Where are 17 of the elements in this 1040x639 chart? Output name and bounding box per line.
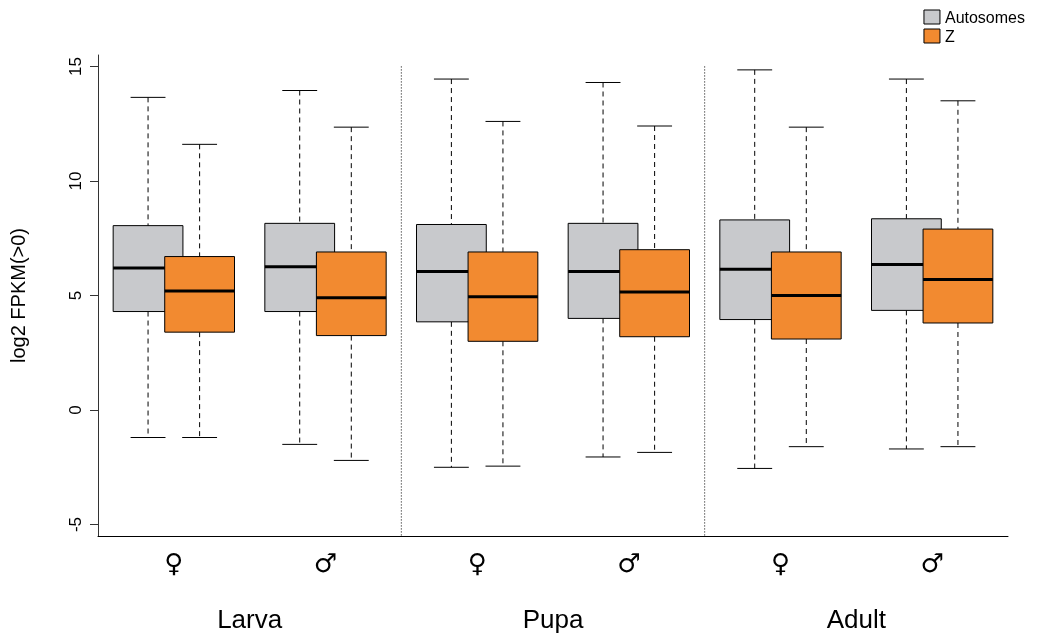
text: Larva (217, 604, 283, 634)
x-tick-label: ♂ (920, 548, 944, 578)
x-tick-label: ♀ (770, 548, 791, 578)
text: Pupa (522, 604, 584, 634)
y-tick-label: 5 (66, 290, 85, 301)
y-tick-label: 0 (66, 405, 85, 415)
legend-label: Autosomes (944, 8, 1026, 26)
y-tick-label: 15 (66, 56, 85, 76)
y-tick-label: 10 (66, 171, 85, 191)
x-tick-label: ♀ (467, 548, 487, 578)
x-tick-label: ♂ (617, 548, 641, 578)
x-tick-label: ♂ (313, 548, 338, 578)
y-axis-title: log2 FPKM(>0) (7, 227, 29, 364)
y-tick-label: -5 (66, 516, 85, 533)
legend-label: Z (944, 27, 955, 45)
x-tick-label: ♀ (164, 548, 184, 578)
text: Adult (826, 604, 887, 634)
